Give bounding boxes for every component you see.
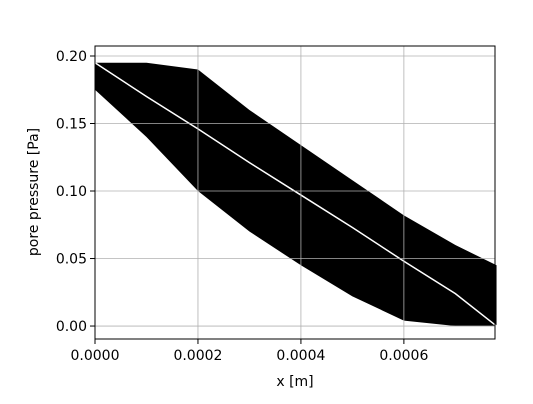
y-axis-label: pore pressure [Pa] [26, 128, 42, 256]
plot-frame [94, 45, 496, 340]
y-tick-label: 0.00 [56, 319, 87, 335]
point-cloud [95, 62, 497, 327]
x-tick-label: 0.0006 [379, 348, 428, 364]
x-tick-label: 0.0002 [173, 348, 222, 364]
x-tick-label: 0.0004 [276, 348, 325, 364]
y-tick-label: 0.20 [56, 49, 87, 65]
x-tick-label: 0.0000 [71, 348, 120, 364]
y-tick-label: 0.10 [56, 184, 87, 200]
y-tick-label: 0.05 [56, 252, 87, 268]
y-tick-label: 0.15 [56, 117, 87, 133]
x-axis-label: x [m] [276, 374, 313, 390]
